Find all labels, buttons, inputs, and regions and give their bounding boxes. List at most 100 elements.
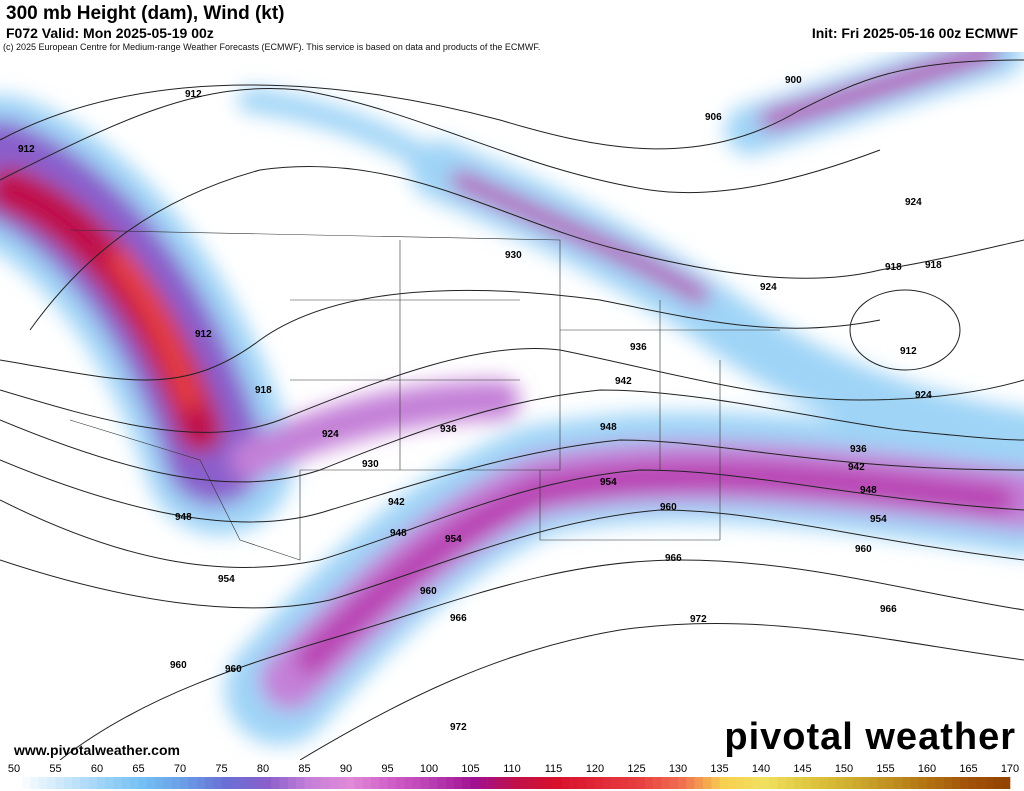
contour-label: 912: [185, 89, 202, 100]
colorbar-swatch: [918, 777, 928, 789]
colorbar-swatch: [669, 777, 679, 789]
contour-label: 930: [362, 459, 379, 470]
colorbar-tick: 50: [8, 763, 20, 775]
colorbar-swatch: [171, 777, 181, 789]
colorbar-tick: 90: [340, 763, 352, 775]
colorbar-swatch: [844, 777, 853, 789]
colorbar-swatch: [121, 777, 131, 789]
colorbar-swatch: [213, 777, 222, 789]
colorbar-swatch: [188, 777, 197, 789]
contour-label: 912: [18, 144, 35, 155]
colorbar-tick: 145: [793, 763, 811, 775]
contour-label: 954: [600, 477, 617, 488]
colorbar-swatch: [661, 777, 670, 789]
colorbar-swatch: [470, 777, 480, 789]
website-link[interactable]: www.pivotalweather.com: [14, 742, 180, 758]
colorbar-swatch: [287, 777, 297, 789]
contour-label: 906: [705, 112, 722, 123]
contour-label: 942: [388, 497, 405, 508]
height-contours: [0, 59, 1024, 760]
colorbar-tick: 105: [461, 763, 479, 775]
colorbar-swatch: [943, 777, 953, 789]
colorbar-swatch: [719, 777, 729, 789]
colorbar-swatch: [354, 777, 363, 789]
contour-label: 918: [885, 262, 902, 273]
colorbar-swatch: [263, 777, 272, 789]
colorbar-swatch: [221, 777, 231, 789]
colorbar-swatch: [769, 777, 778, 789]
colorbar-swatch: [312, 777, 322, 789]
map-title: 300 mb Height (dam), Wind (kt): [6, 3, 285, 24]
colorbar-swatch: [777, 777, 787, 789]
contour-label: 960: [660, 502, 677, 513]
contour-label: 918: [925, 260, 942, 271]
contour-label: 966: [665, 553, 682, 564]
colorbar-swatch: [985, 777, 994, 789]
colorbar-swatch: [561, 777, 571, 789]
colorbar-tick: 160: [918, 763, 936, 775]
wind-colorbar: 50 55 60 65 70 75 80 85 90 95 100 105 110 115 120 125 13…: [8, 763, 1019, 789]
colorbar-swatch: [586, 777, 596, 789]
colorbar-swatch: [146, 777, 156, 789]
colorbar-tick: 155: [876, 763, 894, 775]
colorbar-swatch: [935, 777, 944, 789]
contour-label: 912: [195, 329, 212, 340]
state-borders: [69, 229, 780, 561]
colorbar-swatch: [453, 777, 463, 789]
colorbar-swatch: [877, 777, 886, 789]
colorbar-swatch: [80, 777, 89, 789]
colorbar-swatch: [420, 777, 430, 789]
colorbar-swatch: [14, 777, 23, 789]
contour-label: 912: [900, 346, 917, 357]
contour-label: 954: [870, 514, 887, 525]
colorbar-swatch: [196, 777, 206, 789]
colorbar-swatch: [810, 777, 820, 789]
colorbar-swatch: [445, 777, 455, 789]
colorbar-swatch: [229, 777, 239, 789]
contour-label: 960: [420, 586, 437, 597]
contour-label: 924: [915, 390, 932, 401]
colorbar-swatch: [246, 777, 255, 789]
colorbar-swatch: [271, 777, 280, 789]
colorbar-swatch: [512, 777, 521, 789]
colorbar-swatch: [155, 777, 164, 789]
colorbar-swatch: [370, 777, 380, 789]
colorbar-swatch: [636, 777, 646, 789]
contour-label: 924: [905, 197, 922, 208]
contour-label: 936: [440, 424, 457, 435]
colorbar-swatch: [702, 777, 712, 789]
contour-label: 942: [848, 462, 865, 473]
colorbar-tick: 110: [503, 763, 521, 775]
colorbar-swatch: [346, 777, 355, 789]
colorbar-swatch: [711, 777, 720, 789]
contour-label: 960: [170, 660, 187, 671]
colorbar-swatch: [238, 777, 247, 789]
colorbar-swatch: [976, 777, 986, 789]
colorbar-swatch: [38, 777, 48, 789]
colorbar-tick: 140: [752, 763, 770, 775]
colorbar-swatch: [1001, 777, 1011, 789]
colorbar-swatch: [603, 777, 612, 789]
colorbar-swatch: [395, 777, 405, 789]
colorbar-swatch: [794, 777, 803, 789]
contour-label: 960: [855, 544, 872, 555]
colorbar-swatch: [520, 777, 529, 789]
colorbar-swatch: [927, 777, 936, 789]
colorbar-tick: 150: [835, 763, 853, 775]
colorbar-swatch: [678, 777, 687, 789]
colorbar-swatch: [528, 777, 538, 789]
colorbar-swatch: [429, 777, 438, 789]
colorbar-swatch: [536, 777, 546, 789]
colorbar-swatch: [47, 777, 56, 789]
colorbar-tick: 135: [710, 763, 728, 775]
wind-shading: [0, 52, 1024, 745]
colorbar-tick: 130: [669, 763, 687, 775]
contour-label: 972: [690, 614, 707, 625]
weather-map: 912 912 912 918 924 930 942 948 954 960 966 972 900 9…: [0, 52, 1024, 760]
colorbar-swatch: [628, 777, 637, 789]
colorbar-swatch: [827, 777, 836, 789]
colorbar-swatch: [130, 777, 139, 789]
contour-label: 954: [445, 534, 462, 545]
colorbar-swatch: [761, 777, 770, 789]
contour-label: 936: [630, 342, 647, 353]
